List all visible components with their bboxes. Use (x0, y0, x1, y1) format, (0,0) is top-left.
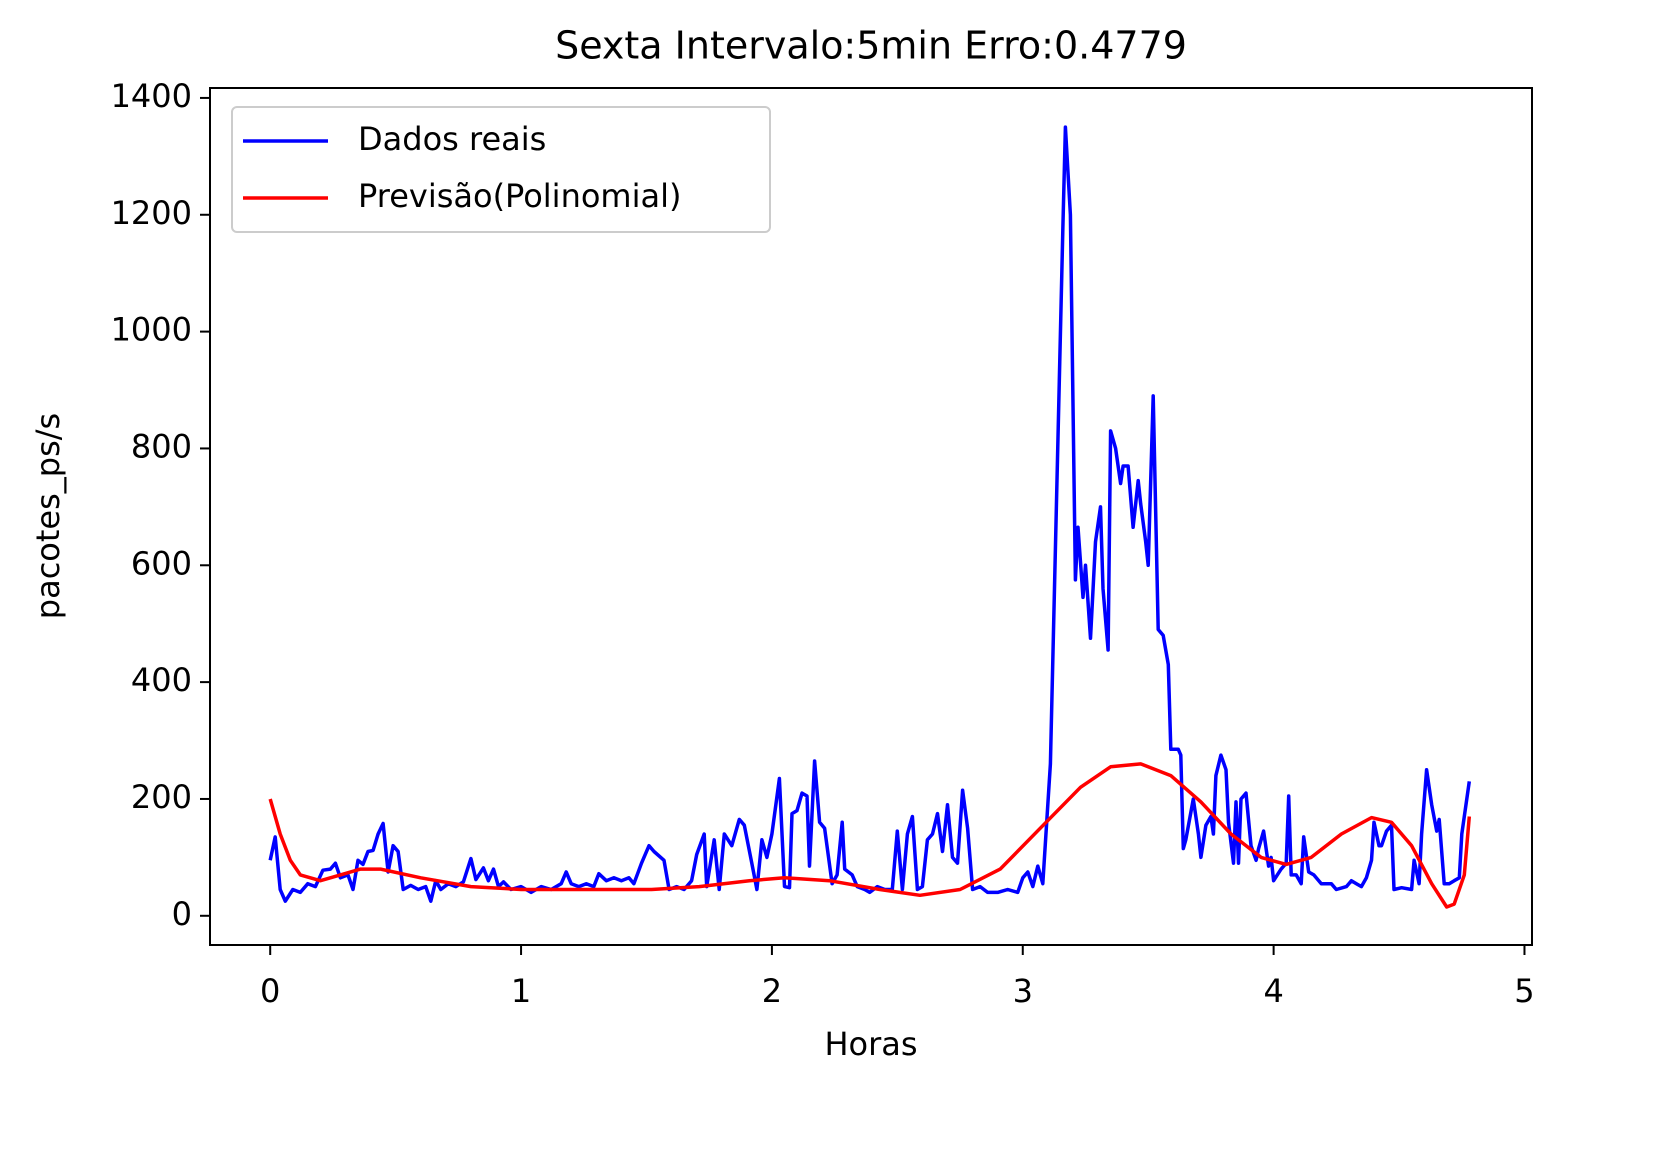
legend-label: Dados reais (358, 120, 546, 158)
legend-label: Previsão(Polinomial) (358, 177, 681, 215)
y-tick-label: 200 (131, 778, 192, 816)
x-tick-label: 2 (762, 972, 782, 1010)
y-tick-label: 1000 (111, 311, 192, 349)
x-tick-label: 4 (1263, 972, 1283, 1010)
x-tick-label: 5 (1514, 972, 1534, 1010)
y-tick-label: 400 (131, 661, 192, 699)
y-tick-label: 1400 (111, 77, 192, 115)
x-tick-label: 0 (260, 972, 280, 1010)
y-tick-label: 0 (172, 895, 192, 933)
x-axis-label: Horas (824, 1025, 917, 1063)
y-tick-label: 1200 (111, 194, 192, 232)
y-tick-label: 600 (131, 544, 192, 582)
y-axis-label: pacotes_ps/s (29, 413, 67, 619)
plot-frame (209, 87, 1533, 946)
chart-title: Sexta Intervalo:5min Erro:0.4779 (555, 24, 1187, 68)
data-line (268, 762, 1472, 909)
x-tick-label: 1 (511, 972, 531, 1010)
legend-box (231, 106, 771, 233)
y-tick-label: 800 (131, 427, 192, 465)
data-line (268, 125, 1472, 903)
x-tick-label: 3 (1013, 972, 1033, 1010)
